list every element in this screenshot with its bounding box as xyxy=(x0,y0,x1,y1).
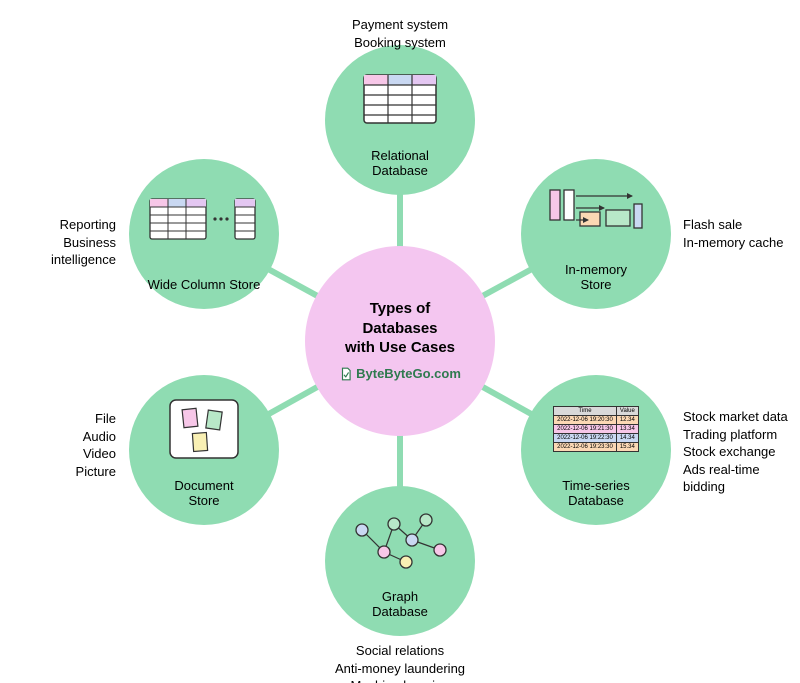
widecolumn-icon-box xyxy=(137,171,271,271)
uc-inmemory: Flash sale In-memory cache xyxy=(683,216,783,251)
node-label: Document Store xyxy=(174,478,233,509)
node-label: Time-series Database xyxy=(562,478,629,509)
timeseries-icon-box: Time Value 2022-12-06 19:20:3012.34 2022… xyxy=(529,387,663,472)
wide-column-icon xyxy=(149,198,259,244)
uc-graph: Social relations Anti-money laundering M… xyxy=(0,642,800,683)
document-files-icon xyxy=(169,399,239,459)
node-inmemory: In-memory Store xyxy=(521,159,671,309)
node-widecolumn: Wide Column Store xyxy=(129,159,279,309)
memory-blocks-icon xyxy=(548,188,644,238)
relational-icon-box xyxy=(333,57,467,142)
brand-logo-icon xyxy=(339,367,353,381)
uc-timeseries: Stock market data Trading platform Stock… xyxy=(683,408,800,496)
timeseries-table-icon: Time Value 2022-12-06 19:20:3012.34 2022… xyxy=(553,406,639,452)
uc-relational: Payment system Booking system xyxy=(0,16,800,51)
node-label: Wide Column Store xyxy=(148,277,261,293)
uc-widecolumn: Reporting Business intelligence xyxy=(0,216,116,269)
uc-document: File Audio Video Picture xyxy=(76,410,116,480)
brand-label: ByteByteGo.com xyxy=(339,366,461,383)
center-title: Types of Databases with Use Cases xyxy=(345,299,455,358)
center-circle: Types of Databases with Use Cases ByteBy… xyxy=(305,246,495,436)
inmemory-icon-box xyxy=(529,171,663,256)
node-graph: Graph Database xyxy=(325,486,475,636)
graph-icon-box xyxy=(333,498,467,583)
node-label: Relational Database xyxy=(371,148,429,179)
document-icon-box xyxy=(137,387,271,472)
node-relational: Relational Database xyxy=(325,45,475,195)
table-grid-icon xyxy=(363,74,437,124)
node-document: Document Store xyxy=(129,375,279,525)
node-label: Graph Database xyxy=(372,589,428,620)
node-label: In-memory Store xyxy=(565,262,627,293)
graph-nodes-icon xyxy=(350,510,450,570)
node-timeseries: Time Value 2022-12-06 19:20:3012.34 2022… xyxy=(521,375,671,525)
diagram-stage: Types of Databases with Use Cases ByteBy… xyxy=(0,0,800,683)
